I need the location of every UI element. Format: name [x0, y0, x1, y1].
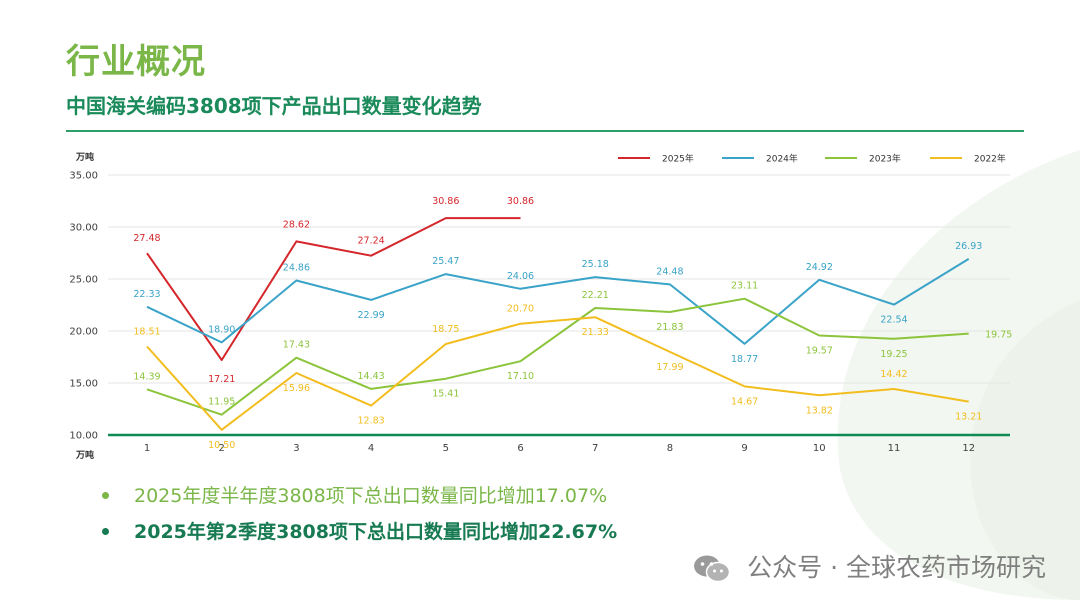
x-tick-label: 10 [813, 443, 826, 454]
x-tick-label: 3 [293, 443, 299, 454]
data-label: 18.77 [731, 354, 758, 365]
page-title: 行业概况 [66, 42, 206, 82]
legend-label: 2023年 [869, 153, 901, 165]
data-label: 18.90 [208, 324, 235, 335]
data-label: 25.47 [432, 256, 459, 267]
data-label: 22.54 [880, 315, 907, 326]
series-line [146, 258, 970, 345]
x-tick-label: 6 [517, 443, 523, 454]
data-label: 24.06 [507, 271, 534, 282]
title-divider [66, 130, 1024, 132]
x-tick-label: 1 [144, 443, 150, 454]
series-line [146, 316, 969, 431]
data-label: 22.99 [357, 310, 384, 321]
y-tick-label: 30.00 [69, 223, 98, 234]
data-label: 11.95 [208, 397, 235, 408]
data-label: 14.42 [880, 369, 907, 380]
series-line [146, 217, 521, 361]
data-label: 18.51 [133, 326, 160, 337]
wechat-icon [694, 555, 731, 583]
y-tick-label: 35.00 [69, 171, 98, 182]
summary-list: 2025年度半年度3808项下总出口数量同比增加17.07% 2025年第2季度… [100, 478, 617, 550]
legend-label: 2022年 [974, 153, 1006, 165]
y-tick-label: 15.00 [69, 379, 98, 390]
data-label: 21.33 [582, 327, 609, 338]
data-label: 15.96 [283, 383, 310, 394]
page-subtitle: 中国海关编码3808项下产品出口数量变化趋势 [66, 94, 482, 118]
data-label: 23.11 [731, 281, 758, 292]
data-label: 30.86 [432, 196, 459, 207]
data-label: 17.43 [283, 340, 310, 351]
legend-label: 2025年 [662, 153, 694, 165]
data-label: 18.75 [432, 324, 459, 335]
watermark: 公众号 · 全球农药市场研究 [693, 548, 1046, 584]
data-label: 24.48 [656, 266, 683, 277]
summary-text: 2025年度半年度3808项下总出口数量同比增加17.07% [134, 485, 608, 507]
summary-bullet-half-year: 2025年度半年度3808项下总出口数量同比增加17.07% [100, 478, 617, 514]
summary-text: 2025年第2季度3808项下总出口数量同比增加22.67% [134, 521, 618, 543]
x-tick-label: 8 [667, 443, 673, 454]
data-label: 10.50 [208, 440, 235, 451]
data-label: 22.21 [582, 290, 609, 301]
watermark-text: 公众号 · 全球农药市场研究 [747, 553, 1046, 582]
data-label: 21.83 [656, 322, 683, 333]
bullet-dot-icon [102, 528, 109, 535]
x-axis-unit-label: 万吨 [75, 449, 94, 461]
data-label: 14.39 [133, 371, 160, 382]
bullet-dot-icon [102, 492, 109, 499]
data-label: 15.41 [432, 389, 459, 400]
data-label: 19.75 [985, 330, 1012, 341]
data-label: 17.99 [656, 362, 683, 373]
x-tick-label: 11 [888, 443, 901, 454]
summary-bullet-q2: 2025年第2季度3808项下总出口数量同比增加22.67% [100, 514, 617, 550]
x-tick-label: 9 [741, 443, 747, 454]
x-tick-label: 4 [368, 443, 374, 454]
data-label: 25.18 [582, 259, 609, 270]
series-line [146, 297, 969, 416]
data-label: 14.67 [731, 396, 758, 407]
data-label: 30.86 [507, 196, 534, 207]
data-label: 28.62 [283, 219, 310, 230]
data-label: 13.82 [806, 405, 833, 416]
data-label: 12.83 [357, 416, 384, 427]
x-tick-label: 2 [219, 443, 225, 454]
data-label: 20.70 [507, 304, 534, 315]
data-label: 14.43 [357, 371, 384, 382]
x-tick-label: 5 [443, 443, 449, 454]
data-label: 27.48 [133, 233, 160, 244]
data-label: 19.25 [880, 349, 907, 360]
y-axis-unit-label: 万吨 [75, 151, 94, 163]
x-tick-label: 7 [592, 443, 598, 454]
data-label: 17.21 [208, 374, 235, 385]
y-tick-label: 20.00 [69, 327, 98, 338]
data-label: 19.57 [806, 345, 833, 356]
data-label: 17.10 [507, 371, 534, 382]
data-label: 24.92 [806, 262, 833, 273]
data-label: 13.21 [955, 412, 982, 423]
data-label: 24.86 [283, 262, 310, 273]
data-label: 27.24 [357, 236, 384, 247]
data-label: 22.33 [133, 289, 160, 300]
y-tick-label: 25.00 [69, 275, 98, 286]
legend-label: 2024年 [766, 153, 798, 165]
y-tick-label: 10.00 [69, 431, 98, 442]
x-tick-label: 12 [962, 443, 975, 454]
data-label: 26.93 [955, 241, 982, 252]
